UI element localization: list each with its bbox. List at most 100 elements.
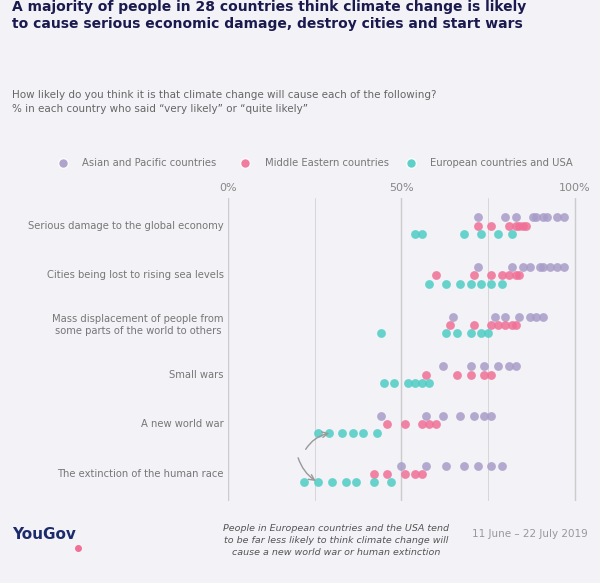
Point bbox=[431, 271, 441, 280]
Point bbox=[521, 221, 531, 230]
Point bbox=[424, 279, 434, 289]
Point bbox=[525, 262, 535, 272]
Text: The extinction of the human race: The extinction of the human race bbox=[57, 469, 224, 479]
Point bbox=[417, 378, 427, 388]
Point bbox=[497, 279, 506, 289]
Point bbox=[487, 461, 496, 470]
Point bbox=[400, 469, 410, 479]
Point bbox=[466, 361, 475, 371]
Text: Middle Eastern countries: Middle Eastern countries bbox=[265, 159, 389, 168]
Point bbox=[372, 428, 382, 437]
Point bbox=[410, 469, 420, 479]
Point bbox=[514, 221, 524, 230]
Point bbox=[494, 320, 503, 329]
Point bbox=[448, 312, 458, 321]
Point bbox=[417, 229, 427, 238]
Point bbox=[518, 221, 527, 230]
Point bbox=[369, 469, 379, 479]
Point bbox=[327, 478, 337, 487]
Point bbox=[452, 370, 461, 380]
Point bbox=[338, 428, 347, 437]
Point bbox=[438, 411, 448, 420]
Point bbox=[487, 279, 496, 289]
Point bbox=[511, 361, 520, 371]
Point bbox=[494, 361, 503, 371]
Point bbox=[389, 378, 399, 388]
Point bbox=[500, 312, 510, 321]
Point bbox=[532, 212, 541, 222]
Point bbox=[400, 420, 410, 429]
Point bbox=[445, 320, 455, 329]
Point bbox=[383, 420, 392, 429]
Text: Mass displacement of people from
some parts of the world to others: Mass displacement of people from some pa… bbox=[52, 314, 224, 336]
Point bbox=[518, 262, 527, 272]
Point bbox=[386, 478, 396, 487]
Point bbox=[431, 420, 441, 429]
Point bbox=[476, 279, 486, 289]
Text: 11 June – 22 July 2019: 11 June – 22 July 2019 bbox=[472, 529, 588, 539]
Point bbox=[532, 312, 541, 321]
Point bbox=[490, 312, 500, 321]
Point bbox=[466, 329, 475, 338]
Point bbox=[376, 329, 385, 338]
Point bbox=[369, 478, 379, 487]
Point bbox=[514, 312, 524, 321]
Point bbox=[500, 320, 510, 329]
Point bbox=[508, 262, 517, 272]
Point bbox=[487, 370, 496, 380]
Point bbox=[511, 271, 520, 280]
Point bbox=[487, 221, 496, 230]
Point bbox=[424, 420, 434, 429]
Point bbox=[504, 221, 514, 230]
Point bbox=[421, 370, 430, 380]
Text: Cities being lost to rising sea levels: Cities being lost to rising sea levels bbox=[47, 271, 224, 280]
Point bbox=[410, 378, 420, 388]
Point bbox=[504, 271, 514, 280]
Point bbox=[417, 420, 427, 429]
Point bbox=[379, 378, 389, 388]
Point bbox=[313, 478, 323, 487]
Text: Serious damage to the global economy: Serious damage to the global economy bbox=[28, 220, 224, 230]
Point bbox=[553, 212, 562, 222]
Point bbox=[487, 320, 496, 329]
Point bbox=[459, 461, 469, 470]
Point bbox=[479, 370, 489, 380]
Point bbox=[479, 361, 489, 371]
Point bbox=[469, 271, 479, 280]
Point bbox=[473, 262, 482, 272]
Point bbox=[504, 361, 514, 371]
Point bbox=[352, 478, 361, 487]
Text: A new world war: A new world war bbox=[141, 419, 224, 429]
Text: A majority of people in 28 countries think climate change is likely
to cause ser: A majority of people in 28 countries thi… bbox=[12, 0, 526, 31]
Text: People in European countries and the USA tend
to be far less likely to think cli: People in European countries and the USA… bbox=[223, 525, 449, 557]
Point bbox=[545, 262, 555, 272]
Point bbox=[466, 279, 475, 289]
Point bbox=[542, 212, 551, 222]
Point bbox=[479, 411, 489, 420]
Point bbox=[528, 212, 538, 222]
Point bbox=[421, 461, 430, 470]
Point bbox=[539, 262, 548, 272]
Point bbox=[469, 411, 479, 420]
Point bbox=[383, 469, 392, 479]
Point bbox=[452, 329, 461, 338]
Point bbox=[511, 221, 520, 230]
Point bbox=[483, 329, 493, 338]
Point bbox=[539, 212, 548, 222]
Point bbox=[313, 428, 323, 437]
Point bbox=[421, 411, 430, 420]
Point bbox=[438, 361, 448, 371]
Point bbox=[410, 229, 420, 238]
Point bbox=[487, 271, 496, 280]
Point bbox=[348, 428, 358, 437]
Point bbox=[476, 329, 486, 338]
Point bbox=[469, 320, 479, 329]
Point bbox=[473, 212, 482, 222]
Point bbox=[417, 469, 427, 479]
Point bbox=[500, 212, 510, 222]
Point bbox=[397, 461, 406, 470]
Point bbox=[508, 229, 517, 238]
Point bbox=[494, 229, 503, 238]
Point bbox=[508, 320, 517, 329]
Point bbox=[442, 329, 451, 338]
